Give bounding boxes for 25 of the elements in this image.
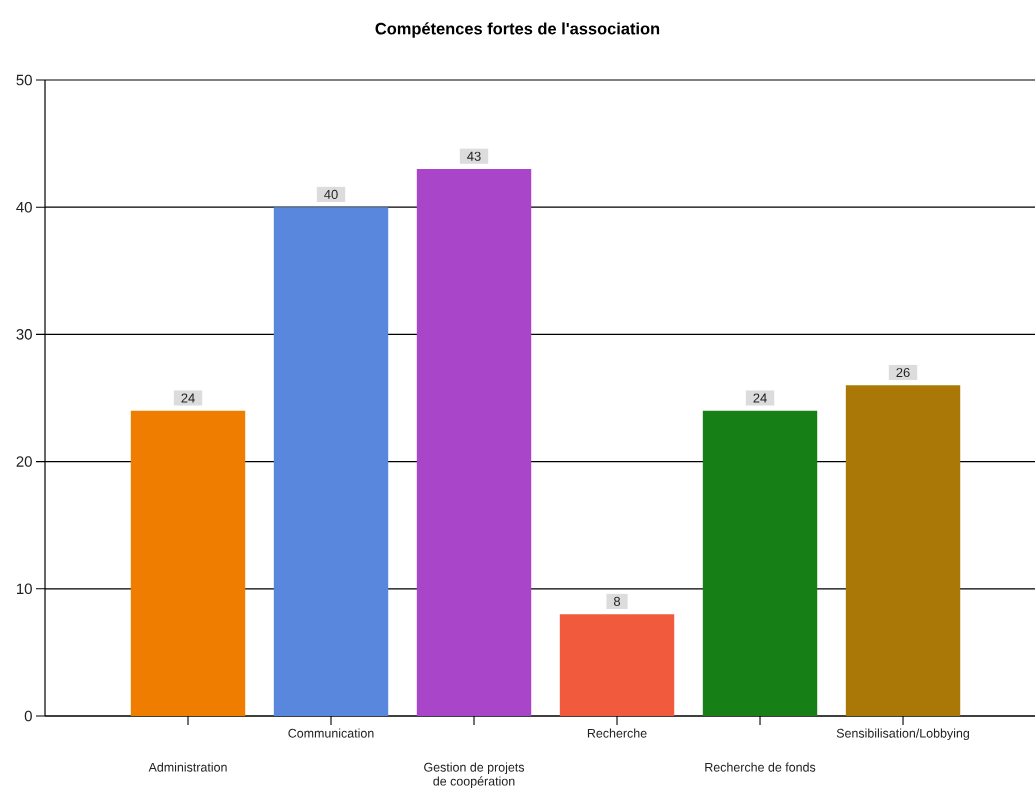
data-label: 26 bbox=[896, 367, 910, 378]
bar bbox=[416, 169, 532, 716]
data-label: 40 bbox=[324, 189, 338, 199]
bar bbox=[273, 207, 389, 716]
x-tick-label: Gestion de projets de coopération bbox=[424, 762, 525, 789]
x-tick-label: Communication bbox=[288, 728, 374, 738]
y-tick-label: 10 bbox=[17, 583, 32, 595]
y-tick-label: 50 bbox=[16, 74, 32, 86]
x-tick-label: Administration bbox=[148, 762, 227, 772]
x-tick-label: Recherche bbox=[587, 728, 647, 738]
chart-title: Compétences fortes de l'association bbox=[375, 22, 660, 38]
y-tick-label: 0 bbox=[24, 710, 32, 722]
data-label: 43 bbox=[467, 151, 481, 161]
bar bbox=[702, 410, 818, 716]
x-tick-label: Recherche de fonds bbox=[705, 762, 816, 772]
y-tick-label: 40 bbox=[16, 201, 32, 213]
bar bbox=[845, 385, 961, 716]
x-tick-label: Sensibilisation/Lobbying bbox=[836, 728, 969, 741]
data-label: 24 bbox=[753, 393, 767, 403]
data-label: 24 bbox=[181, 393, 195, 403]
bar bbox=[559, 614, 675, 716]
y-tick-label: 20 bbox=[16, 456, 32, 467]
bar bbox=[130, 410, 246, 716]
data-label: 8 bbox=[613, 596, 621, 607]
y-tick-label: 30 bbox=[16, 329, 32, 340]
